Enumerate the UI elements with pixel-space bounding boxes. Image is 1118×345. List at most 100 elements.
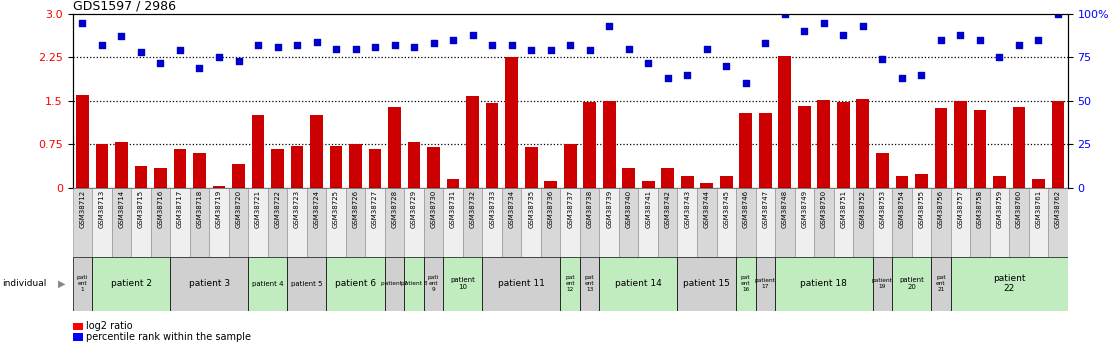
Point xyxy=(698,46,716,51)
FancyBboxPatch shape xyxy=(482,257,560,310)
Text: GSM38745: GSM38745 xyxy=(723,190,729,228)
Text: patient
22: patient 22 xyxy=(993,274,1025,294)
Text: GSM38713: GSM38713 xyxy=(98,190,105,228)
Bar xyxy=(173,149,187,188)
Text: GSM38738: GSM38738 xyxy=(587,190,593,228)
Bar xyxy=(212,186,226,188)
Bar xyxy=(935,108,947,188)
Text: GSM38760: GSM38760 xyxy=(1016,190,1022,228)
Point xyxy=(268,44,286,50)
Text: individual: individual xyxy=(2,279,47,288)
Bar xyxy=(1013,107,1025,188)
Text: pat
ent
16: pat ent 16 xyxy=(741,275,750,292)
Bar xyxy=(817,100,831,188)
FancyBboxPatch shape xyxy=(599,257,678,310)
FancyBboxPatch shape xyxy=(638,188,659,257)
FancyBboxPatch shape xyxy=(405,257,424,310)
Text: pati
ent
9: pati ent 9 xyxy=(428,275,439,292)
Point xyxy=(386,42,404,48)
Bar xyxy=(115,141,127,188)
FancyBboxPatch shape xyxy=(170,188,190,257)
Text: GSM38747: GSM38747 xyxy=(762,190,768,228)
FancyBboxPatch shape xyxy=(112,188,131,257)
Point xyxy=(619,46,637,51)
Text: GSM38720: GSM38720 xyxy=(236,190,241,228)
Bar xyxy=(642,181,654,188)
Bar xyxy=(193,153,206,188)
Point xyxy=(113,34,131,39)
FancyBboxPatch shape xyxy=(853,188,872,257)
Text: GSM38753: GSM38753 xyxy=(880,190,885,228)
Bar xyxy=(154,168,167,188)
Bar xyxy=(388,107,401,188)
Text: patient
10: patient 10 xyxy=(451,277,475,290)
Point xyxy=(912,72,930,78)
FancyBboxPatch shape xyxy=(892,188,911,257)
Bar xyxy=(662,168,674,188)
FancyBboxPatch shape xyxy=(444,188,463,257)
Text: patient 15: patient 15 xyxy=(683,279,730,288)
Bar xyxy=(427,147,440,188)
Bar xyxy=(96,145,108,188)
Point xyxy=(74,20,92,25)
Bar xyxy=(700,184,713,188)
Bar xyxy=(466,96,479,188)
Text: patient
19: patient 19 xyxy=(872,278,893,289)
Text: GSM38755: GSM38755 xyxy=(918,190,925,228)
FancyBboxPatch shape xyxy=(950,257,1068,310)
Text: patient 2: patient 2 xyxy=(111,279,152,288)
Bar xyxy=(720,176,732,188)
Bar xyxy=(544,181,557,188)
FancyBboxPatch shape xyxy=(1029,188,1049,257)
Point xyxy=(152,60,170,65)
Bar xyxy=(584,102,596,188)
Text: GSM38727: GSM38727 xyxy=(372,190,378,228)
Text: GSM38757: GSM38757 xyxy=(957,190,964,228)
Text: GSM38733: GSM38733 xyxy=(490,190,495,228)
Text: GSM38744: GSM38744 xyxy=(703,190,710,228)
FancyBboxPatch shape xyxy=(560,257,580,310)
FancyBboxPatch shape xyxy=(678,188,697,257)
Bar xyxy=(993,176,1006,188)
Bar xyxy=(252,116,264,188)
FancyBboxPatch shape xyxy=(580,257,599,310)
FancyBboxPatch shape xyxy=(697,188,717,257)
FancyBboxPatch shape xyxy=(92,257,170,310)
Point xyxy=(737,81,755,86)
Text: GSM38729: GSM38729 xyxy=(411,190,417,228)
FancyBboxPatch shape xyxy=(248,257,287,310)
FancyBboxPatch shape xyxy=(736,257,756,310)
Text: GSM38737: GSM38737 xyxy=(567,190,574,228)
Point xyxy=(834,32,852,38)
Point xyxy=(776,11,794,17)
FancyBboxPatch shape xyxy=(190,188,209,257)
Text: GSM38723: GSM38723 xyxy=(294,190,300,228)
Text: GSM38759: GSM38759 xyxy=(996,190,1003,228)
Text: GSM38761: GSM38761 xyxy=(1035,190,1042,228)
Bar xyxy=(134,166,148,188)
FancyBboxPatch shape xyxy=(73,188,92,257)
FancyBboxPatch shape xyxy=(345,188,366,257)
Point xyxy=(307,39,325,45)
Text: GSM38722: GSM38722 xyxy=(275,190,281,228)
FancyBboxPatch shape xyxy=(424,188,444,257)
FancyBboxPatch shape xyxy=(131,188,151,257)
Text: patient 4: patient 4 xyxy=(252,281,284,287)
FancyBboxPatch shape xyxy=(775,257,872,310)
Point xyxy=(1010,42,1027,48)
Point xyxy=(639,60,657,65)
Text: patient 14: patient 14 xyxy=(615,279,662,288)
Text: patient 8: patient 8 xyxy=(401,281,427,286)
FancyBboxPatch shape xyxy=(385,188,405,257)
Point xyxy=(991,55,1008,60)
FancyBboxPatch shape xyxy=(463,188,482,257)
Bar xyxy=(739,112,752,188)
Text: patient
20: patient 20 xyxy=(899,277,925,290)
FancyBboxPatch shape xyxy=(287,257,326,310)
FancyBboxPatch shape xyxy=(502,188,521,257)
FancyBboxPatch shape xyxy=(521,188,541,257)
FancyBboxPatch shape xyxy=(872,188,892,257)
Text: GSM38716: GSM38716 xyxy=(158,190,163,228)
FancyBboxPatch shape xyxy=(834,188,853,257)
FancyBboxPatch shape xyxy=(73,257,92,310)
